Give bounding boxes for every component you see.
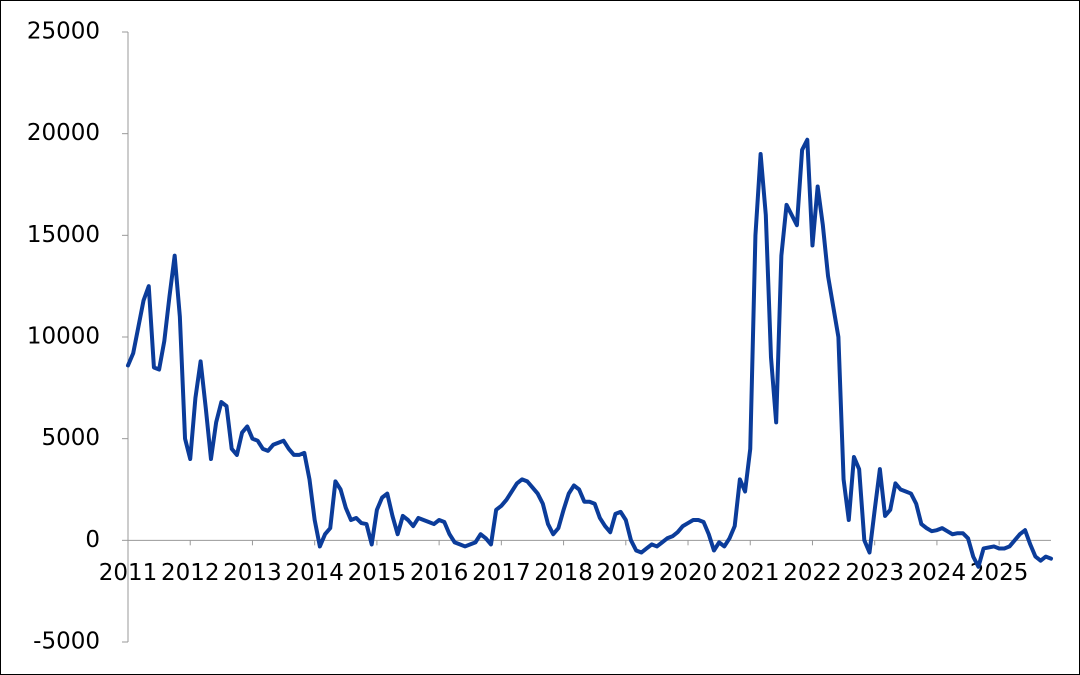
y-tick-label: 20000 — [27, 120, 100, 146]
y-tick-label: 15000 — [27, 222, 100, 248]
y-tick-label: -5000 — [33, 629, 100, 655]
y-tick-label: 10000 — [27, 324, 100, 350]
line-series — [126, 137, 1053, 569]
x-tick-label: 2020 — [659, 560, 718, 586]
x-tick-label: 2017 — [472, 560, 531, 586]
x-tick-label: 2021 — [721, 560, 780, 586]
x-tick-label: 2011 — [99, 560, 158, 586]
x-tick-label: 2019 — [597, 560, 656, 586]
x-tick-label: 2018 — [534, 560, 593, 586]
x-tick-label: 2023 — [845, 560, 904, 586]
y-tick-label: 25000 — [27, 19, 100, 45]
y-tick-label: 5000 — [41, 425, 100, 451]
y-tick-label: 0 — [85, 527, 100, 553]
x-tick-label: 2013 — [223, 560, 282, 586]
x-tick-label: 2024 — [908, 560, 967, 586]
x-tick-label: 2016 — [410, 560, 469, 586]
x-tick-label: 2015 — [348, 560, 407, 586]
x-tick-label: 2014 — [285, 560, 344, 586]
x-tick-label: 2012 — [161, 560, 220, 586]
x-tick-label: 2022 — [783, 560, 842, 586]
